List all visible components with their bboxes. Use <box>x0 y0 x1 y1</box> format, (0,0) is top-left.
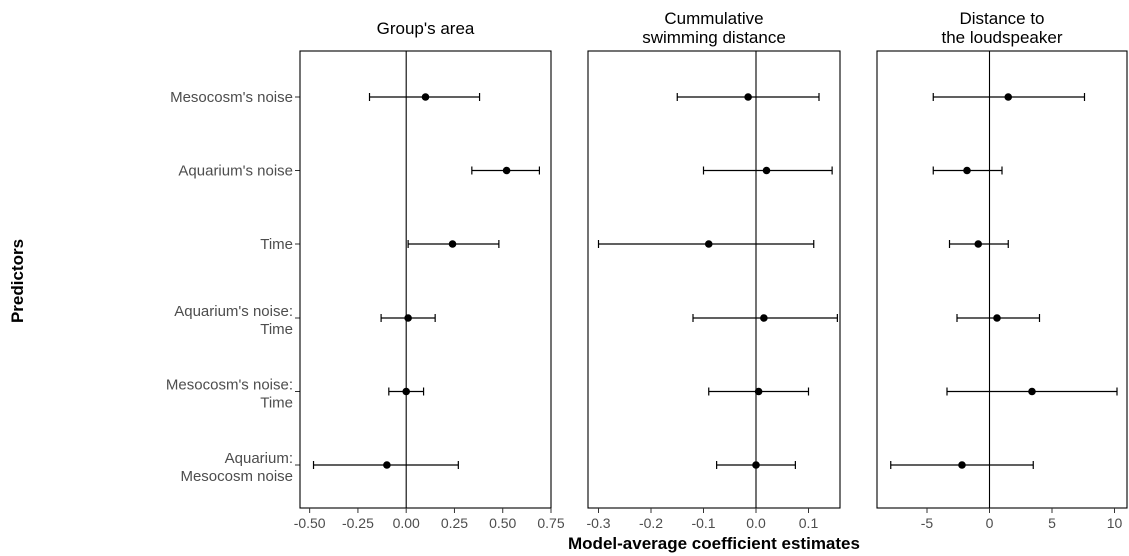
estimate-point <box>448 240 457 248</box>
estimate-point <box>760 314 768 322</box>
predictor-label: Aquarium's noise <box>178 163 293 180</box>
estimate-point <box>502 166 511 175</box>
estimate-point <box>752 461 760 469</box>
estimate-point <box>762 166 771 175</box>
panel-frame <box>876 50 1128 509</box>
predictor-label: Mesocosm's noise: <box>166 377 293 394</box>
estimate-point <box>704 240 713 248</box>
x-tick-label: 5 <box>1048 515 1056 531</box>
x-tick-label: -0.3 <box>586 515 610 531</box>
estimate-point <box>754 387 763 396</box>
estimate-point <box>1028 387 1036 396</box>
predictor-label: Time <box>260 321 293 338</box>
estimate-point <box>958 461 966 469</box>
y-axis-title: Predictors <box>8 239 27 323</box>
panel-title: Distance to <box>959 9 1044 28</box>
panel-frame <box>587 50 841 509</box>
x-tick-label: 10 <box>1107 515 1123 531</box>
panel-frame <box>299 50 552 509</box>
predictor-label: Mesocosm noise <box>180 468 293 485</box>
x-tick-label: -0.25 <box>342 515 374 531</box>
panel-title: Group's area <box>377 19 475 38</box>
estimate-point <box>963 166 971 175</box>
predictor-label: Aquarium: <box>225 450 293 467</box>
estimate-point <box>1004 93 1013 101</box>
estimate-point <box>402 387 410 396</box>
x-tick-label: -5 <box>921 515 934 531</box>
panel-title: swimming distance <box>642 28 786 47</box>
predictor-label: Mesocosm's noise <box>170 89 293 106</box>
x-tick-label: -0.1 <box>691 515 715 531</box>
x-tick-label: 0.75 <box>537 515 564 531</box>
x-tick-label: 0.00 <box>393 515 420 531</box>
x-tick-label: -0.50 <box>294 515 326 531</box>
x-tick-label: 0.0 <box>746 515 766 531</box>
x-tick-label: 0.1 <box>799 515 819 531</box>
x-tick-label: 0.25 <box>441 515 468 531</box>
x-tick-label: 0.50 <box>489 515 516 531</box>
predictor-label: Time <box>260 395 293 412</box>
estimate-point <box>974 240 983 248</box>
estimate-point <box>383 461 391 469</box>
predictor-label: Aquarium's noise: <box>174 303 293 320</box>
x-axis-title: Model-average coefficient estimates <box>568 534 860 553</box>
estimate-point <box>404 314 412 322</box>
panel-title: Cummulative <box>664 9 763 28</box>
predictor-label: Time <box>260 236 293 253</box>
estimate-point <box>421 93 430 101</box>
estimate-point <box>744 93 752 101</box>
x-tick-label: -0.2 <box>639 515 663 531</box>
x-tick-label: 0 <box>986 515 994 531</box>
estimate-point <box>993 314 1001 322</box>
panel-title: the loudspeaker <box>942 28 1063 47</box>
